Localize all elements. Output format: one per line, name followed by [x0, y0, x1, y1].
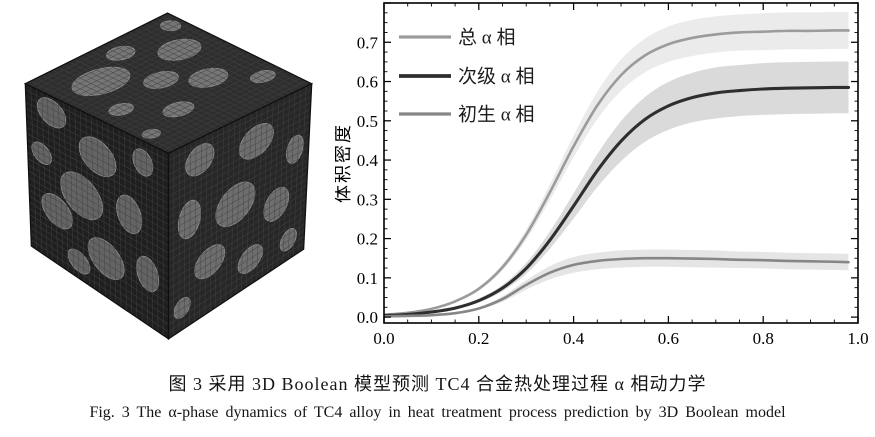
- y-tick-label: 0.7: [357, 33, 379, 52]
- y-tick-label: 0.6: [357, 73, 378, 92]
- alpha-particle-blob: [31, 138, 51, 169]
- alpha-particle-blob: [181, 65, 235, 92]
- y-tick-label: 0.3: [357, 190, 378, 209]
- legend: 总 α 相次级 α 相初生 α 相: [399, 27, 534, 126]
- y-tick-label: 0.2: [357, 230, 378, 249]
- y-tick-label: 0.5: [357, 112, 378, 131]
- confidence-bands: [384, 12, 849, 317]
- x-tick-label: 0.0: [373, 329, 394, 348]
- series-line-1: [384, 85, 851, 318]
- caption-chinese: 图 3 采用 3D Boolean 模型预测 TC4 合金热处理过程 α 相动力…: [168, 374, 707, 394]
- alpha-particle-blob: [133, 145, 153, 181]
- caption-english: Fig. 3 The α-phase dynamics of TC4 alloy…: [89, 404, 786, 421]
- x-tick-label: 1.0: [847, 329, 868, 348]
- microstructure-cube-render: [23, 12, 314, 341]
- alpha-particle-blob: [149, 35, 209, 65]
- x-tick-label: 0.8: [753, 329, 774, 348]
- y-tick-label: 0.4: [357, 151, 379, 170]
- series-band-1: [384, 61, 849, 316]
- y-tick-label: 0.1: [357, 269, 378, 288]
- legend-label-0: 总 α 相: [458, 27, 515, 49]
- axis-tick-labels: 0.0 0.2 0.4 0.6 0.8 1.0 0.0 0.1 0.2 0.3 0.4 0.5 0.6 0…: [357, 33, 869, 348]
- series-band-0: [384, 12, 849, 315]
- alpha-particle-blob: [215, 174, 255, 235]
- alpha-particle-blob: [157, 99, 200, 120]
- legend-label-2: 初生 α 相: [458, 104, 534, 126]
- alpha-particle-blob: [238, 239, 263, 279]
- series-line-0: [384, 29, 850, 317]
- series-lines: [384, 29, 851, 318]
- mesh-grid-left: [25, 83, 169, 339]
- y-axis-label: 体积密度: [335, 123, 353, 203]
- phase-dynamics-chart: 0.0 0.2 0.4 0.6 0.8 1.0 0.0 0.1 0.2 0.3 0.4 0.5 0.6 0…: [335, 2, 869, 348]
- cube-face-edge: [167, 82, 313, 341]
- alpha-particle-blob: [116, 189, 142, 239]
- cube-face-right: [167, 82, 313, 341]
- legend-label-1: 次级 α 相: [458, 66, 534, 88]
- plot-frame: [383, 2, 859, 324]
- x-tick-label: 0.6: [658, 329, 679, 348]
- cube-face-left: [24, 82, 170, 341]
- axis-ticks: [383, 2, 859, 323]
- alpha-particle-blob: [61, 62, 141, 101]
- x-tick-label: 0.2: [468, 329, 489, 348]
- series-line-2: [384, 256, 850, 318]
- alpha-particle-blob: [194, 238, 225, 285]
- y-tick-label: 0.0: [357, 308, 378, 327]
- alpha-particle-blob: [280, 224, 297, 255]
- x-tick-label: 0.4: [563, 329, 585, 348]
